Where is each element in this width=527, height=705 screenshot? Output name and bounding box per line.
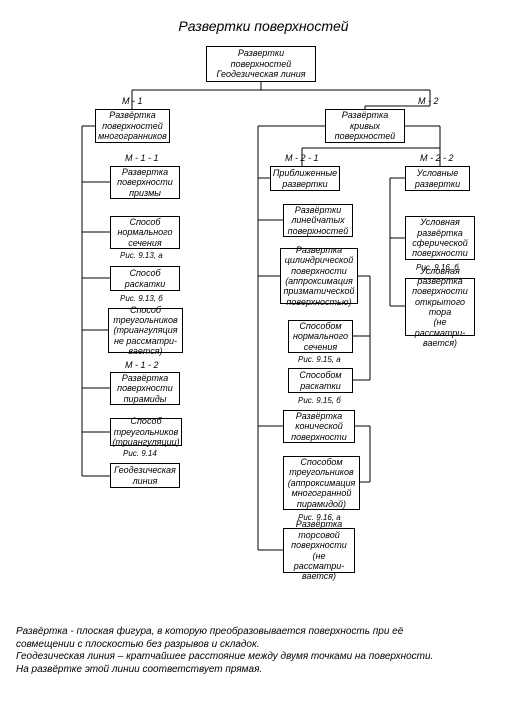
node-m12: Развёрткаповерхностипирамиды — [110, 372, 180, 405]
label-m21: М - 2 - 1 — [285, 153, 319, 163]
caption-913b: Рис. 9.13, б — [120, 294, 163, 303]
footer-text: Развёртка - плоская фигура, в которую пр… — [16, 626, 433, 676]
caption-916b: Рис. 9.16, б — [416, 263, 459, 272]
node-raskat1: Способраскатки — [110, 266, 180, 291]
node-sphere: Условнаяразвёрткасферическойповерхности — [405, 216, 475, 260]
node-geoline: Геодезическаялиния — [110, 463, 180, 488]
page-root: Развертки поверхностей Разверткиповерхно… — [0, 0, 527, 705]
label-m1: М - 1 — [122, 96, 143, 106]
node-m1: Развёрткаповерхностеймногогранников — [95, 109, 170, 143]
label-m12: М - 1 - 2 — [125, 360, 159, 370]
node-root: РазверткиповерхностейГеодезическая линия — [206, 46, 316, 82]
caption-913a: Рис. 9.13, а — [120, 251, 163, 260]
node-torus: Условнаяразверткаповерхностиоткрытоготор… — [405, 278, 475, 336]
node-triang1: Способтреугольников(триангуляцияне рассм… — [108, 308, 183, 353]
node-m22: Условныеразвертки — [405, 166, 470, 191]
node-m11: Разверткаповерхностипризмы — [110, 166, 180, 199]
node-raskat2: Способомраскатки — [288, 368, 353, 393]
node-triang3: Способомтреугольников(аппроксимациямного… — [283, 456, 360, 510]
caption-915a: Рис. 9.15, а — [298, 355, 341, 364]
node-lined: Развёрткилинейчатыхповерхностей — [283, 204, 353, 237]
node-normsec2: Способомнормальногосечения — [288, 320, 353, 353]
connector-layer — [0, 0, 527, 705]
node-cyl: Разверткацилиндрическойповерхности(аппро… — [280, 248, 358, 304]
node-cone: Развёрткаконическойповерхности — [283, 410, 355, 443]
node-m21: Приближенныеразвертки — [270, 166, 340, 191]
caption-916a: Рис. 9.16, а — [298, 513, 341, 522]
node-m2: Развёрткакривыхповерхностей — [325, 109, 405, 143]
node-normsec1: Способнормальногосечения — [110, 216, 180, 249]
label-m11: М - 1 - 1 — [125, 153, 159, 163]
caption-915b: Рис. 9.15, б — [298, 396, 341, 405]
node-triang2: Способтреугольников(триангуляции) — [110, 418, 182, 446]
label-m2: М - 2 — [418, 96, 439, 106]
caption-914: Рис. 9.14 — [123, 449, 157, 458]
node-torso: Развёрткаторсовойповерхности(не рассматр… — [283, 528, 355, 573]
label-m22: М - 2 - 2 — [420, 153, 454, 163]
